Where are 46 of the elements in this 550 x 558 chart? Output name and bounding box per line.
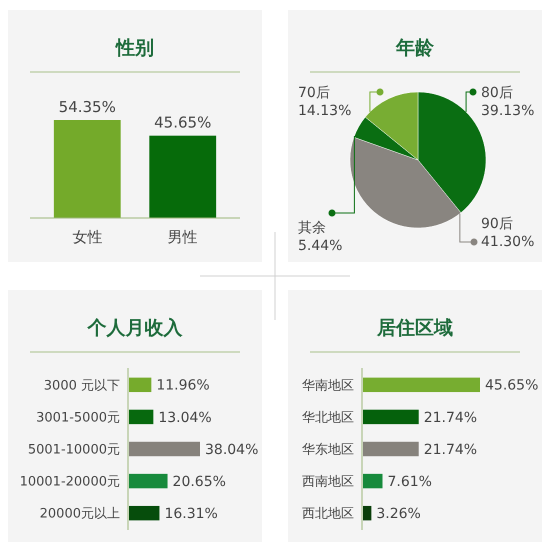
chart-title: 个人月收入 bbox=[86, 317, 184, 339]
chart-title: 性别 bbox=[115, 37, 154, 59]
y-tick-label: 5001-10000元 bbox=[28, 442, 120, 458]
y-tick-label: 西北地区 bbox=[302, 506, 354, 522]
data-label: 20.65% bbox=[172, 474, 226, 490]
data-label: 11.96% bbox=[156, 378, 210, 394]
y-tick-label: 3000 元以下 bbox=[44, 378, 120, 394]
y-tick-label: 西南地区 bbox=[302, 474, 354, 490]
y-tick-label: 华东地区 bbox=[302, 442, 354, 458]
data-label: 45.65% bbox=[154, 114, 212, 132]
slice-label: 70后 bbox=[298, 85, 330, 101]
data-label: 7.61% bbox=[388, 474, 432, 490]
data-label: 41.30% bbox=[481, 234, 534, 250]
data-label: 13.04% bbox=[158, 410, 212, 426]
data-label: 14.13% bbox=[298, 103, 352, 119]
bar bbox=[129, 410, 154, 424]
chart-title: 年龄 bbox=[395, 37, 435, 59]
y-tick-label: 3001-5000元 bbox=[36, 410, 120, 426]
data-label: 21.74% bbox=[424, 442, 478, 458]
bar bbox=[363, 506, 372, 520]
chart-title: 居住区域 bbox=[376, 317, 453, 339]
y-tick-label: 华南地区 bbox=[302, 378, 354, 394]
bar bbox=[363, 474, 383, 488]
data-label: 21.74% bbox=[424, 410, 478, 426]
slice-label: 其余 bbox=[298, 220, 326, 236]
x-tick-label: 女性 bbox=[72, 228, 102, 246]
data-label: 16.31% bbox=[164, 506, 218, 522]
bar bbox=[363, 442, 419, 456]
x-tick-label: 男性 bbox=[168, 228, 198, 246]
bar bbox=[129, 378, 152, 392]
y-tick-label: 10001-20000元 bbox=[20, 474, 120, 490]
data-label: 39.13% bbox=[481, 103, 534, 119]
slice-label: 90后 bbox=[481, 216, 513, 232]
data-label: 45.65% bbox=[485, 378, 538, 394]
bar bbox=[129, 442, 200, 456]
bar bbox=[363, 378, 480, 392]
data-label: 38.04% bbox=[205, 442, 258, 458]
bar bbox=[129, 506, 160, 520]
y-tick-label: 20000元以上 bbox=[40, 506, 120, 522]
y-tick-label: 华北地区 bbox=[302, 410, 354, 426]
data-label: 54.35% bbox=[58, 98, 116, 116]
bar bbox=[129, 474, 168, 488]
data-label: 5.44% bbox=[298, 238, 342, 254]
bar bbox=[363, 410, 419, 424]
data-label: 3.26% bbox=[376, 506, 421, 522]
legend-label: 80后 bbox=[481, 85, 513, 101]
